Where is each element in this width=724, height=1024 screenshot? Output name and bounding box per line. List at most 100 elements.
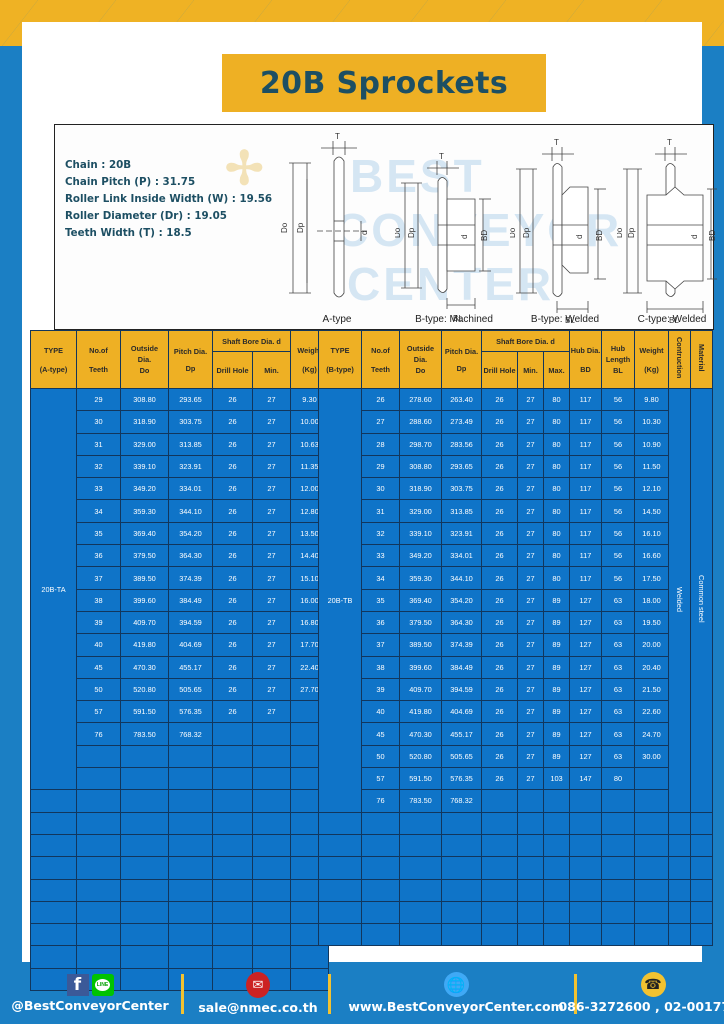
cell-no-of-teeth: 27 [361, 410, 400, 434]
cell-outside-dia-do: 389.50 [399, 633, 442, 657]
cell-outside-dia-do: 389.50 [120, 566, 169, 590]
table-row: 34 359.30 344.10 26 27 80 117 56 17.50 [319, 566, 713, 590]
cell-drill-hole: 26 [212, 588, 253, 612]
cell-bd: 117 [569, 454, 602, 479]
footer-item-facebook[interactable]: f LINE @BestConveyorCenter [0, 962, 180, 1024]
cell-type-label: 20B-TA [30, 387, 77, 791]
cell-drill-hole: 26 [212, 610, 253, 635]
cell-weight-kg-: 10.90 [634, 432, 669, 456]
cell-drill-hole: 26 [481, 499, 518, 523]
cell-blank [399, 811, 442, 835]
cell-drill-hole: 26 [481, 387, 518, 412]
dim-label-d: d [690, 235, 699, 239]
table-b-type-wrapper: TYPE (B-type) No.of Teeth Outside Dia. D… [318, 330, 713, 947]
cell-weight-kg-: 14.50 [634, 499, 669, 523]
cell-blank [168, 900, 213, 925]
dim-label-BL: BL [565, 316, 575, 325]
cell-bl [601, 789, 635, 813]
cell-outside-dia-do: 369.40 [120, 521, 169, 546]
cell-blank [601, 878, 635, 902]
cell-no-of-teeth: 37 [76, 566, 121, 590]
cell-pitch-dia-dp: 283.56 [441, 432, 482, 456]
footer-item-phone[interactable]: ☎ 086-3272600 , 02-0017766 [558, 962, 724, 1024]
table-row: 37 389.50 374.39 26 27 89 127 63 20.00 [319, 633, 713, 657]
line-icon: LINE [91, 973, 114, 996]
cell-blank [668, 878, 691, 902]
th-teeth: No.of Teeth [76, 330, 121, 389]
cell-weight-kg-: 30.00 [634, 744, 669, 769]
cell-no-of-teeth: 34 [361, 566, 400, 590]
cell-drill-hole: 26 [481, 744, 518, 769]
cell-blank [30, 923, 77, 947]
cell-min-: 27 [252, 544, 291, 568]
cell-max-: 80 [543, 544, 570, 568]
figure-caption-a: A-type [322, 314, 352, 325]
cell-blank [517, 811, 544, 835]
dim-label-T: T [335, 133, 340, 141]
cell-drill-hole: 26 [481, 566, 518, 590]
cell-bl: 56 [601, 521, 635, 546]
cell-blank [76, 811, 121, 835]
table-row-blank [30, 900, 329, 925]
cell-blank [569, 900, 602, 925]
table-row-blank [30, 856, 329, 880]
cell-outside-dia-do: 288.60 [399, 410, 442, 434]
cell-pitch-dia-dp: 273.49 [441, 410, 482, 434]
th-material: Material [690, 330, 713, 389]
cell-blank [517, 856, 544, 880]
cell-drill-hole: 26 [212, 477, 253, 501]
cell-drill-hole: 26 [481, 521, 518, 546]
table-row-blank [30, 811, 329, 835]
cell-blank [441, 923, 482, 947]
cell-no-of-teeth: 32 [361, 521, 400, 546]
cell-bd: 147 [569, 767, 602, 791]
th-min: Min. [517, 351, 544, 389]
cell-bd: 127 [569, 655, 602, 679]
cell-outside-dia-do: 298.70 [399, 432, 442, 456]
footer-item-email[interactable]: ✉ sale@nmec.co.th [188, 962, 328, 1024]
cell-outside-dia-do: 379.50 [399, 610, 442, 635]
cell-bd: 127 [569, 610, 602, 635]
cell-no-of-teeth: 57 [361, 767, 400, 791]
dim-label-d: d [360, 231, 369, 235]
dim-label-d: d [460, 235, 469, 239]
cell-min-: 27 [252, 566, 291, 590]
cell-blank [212, 967, 253, 992]
cell-pitch-dia-dp: 364.30 [168, 544, 213, 568]
dim-label-Dp: Dp [522, 227, 531, 238]
dim-label-BD: BD [480, 230, 489, 241]
table-row: 45 470.30 455.17 26 27 22.40 [31, 655, 329, 679]
cell-no-of-teeth: 40 [361, 700, 400, 724]
spec-diagram-panel: ✢ BEST CONVEYOR CENTER Chain : 20B Chain… [54, 124, 717, 330]
cell-drill-hole: 26 [481, 588, 518, 612]
cell-pitch-dia-dp [168, 744, 213, 769]
table-row-blank [30, 833, 329, 858]
cell-drill-hole: 26 [212, 387, 253, 412]
cell-pitch-dia-dp: 263.40 [441, 387, 482, 412]
cell-blank [212, 900, 253, 925]
table-row: 50 520.80 505.65 26 27 89 127 63 30.00 [319, 744, 713, 769]
dim-label-T: T [554, 138, 559, 147]
cell-blank [168, 878, 213, 902]
cell-no-of-teeth: 76 [361, 789, 400, 813]
footer-item-website[interactable]: 🌐 www.BestConveyorCenter.com [336, 962, 576, 1024]
table-row-blank [318, 923, 713, 947]
cell-blank [361, 811, 400, 835]
cell-no-of-teeth: 36 [361, 610, 400, 635]
cell-outside-dia-do: 409.70 [399, 677, 442, 702]
cell-blank [30, 900, 77, 925]
th-shaft-bore: Shaft Bore Dia. d [481, 330, 570, 352]
cell-blank [634, 811, 669, 835]
cell-min-: 27 [517, 610, 544, 635]
cell-weight-kg-: 12.10 [634, 477, 669, 501]
cell-blank [690, 900, 713, 925]
cell-bl: 56 [601, 454, 635, 479]
spec-chain: Chain : 20B [65, 159, 132, 171]
cell-min-: 27 [517, 521, 544, 546]
table-row: 31 329.00 313.85 26 27 80 117 56 14.50 [319, 499, 713, 523]
cell-max-: 80 [543, 521, 570, 546]
cell-no-of-teeth: 35 [76, 521, 121, 546]
cell-drill-hole: 26 [481, 700, 518, 724]
cell-blank [481, 878, 518, 902]
cell-blank [569, 811, 602, 835]
